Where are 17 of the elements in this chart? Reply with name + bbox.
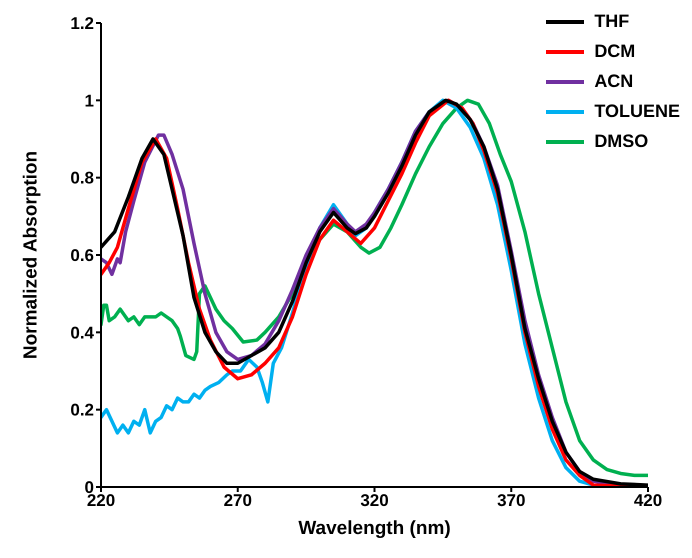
legend-label: THF (594, 11, 630, 32)
y-tick-label: 0.6 (70, 246, 94, 266)
x-axis-title: Wavelength (nm) (298, 518, 451, 539)
x-tick-label: 370 (497, 491, 526, 510)
y-tick-label: 0.4 (70, 323, 95, 342)
y-tick-label: 1.2 (70, 14, 94, 34)
y-tick-label: 1 (84, 91, 94, 110)
y-axis-title: Normalized Absorption (20, 150, 42, 360)
x-tick-label: 270 (224, 491, 252, 510)
legend-label: DMSO (594, 131, 648, 152)
x-tick-label: 320 (360, 491, 389, 510)
x-tick-label: 420 (634, 491, 662, 510)
y-tick-label: 0.2 (70, 400, 94, 420)
legend-label: ACN (594, 71, 634, 92)
legend-label: TOLUENE (594, 101, 680, 122)
legend-label: DCM (594, 41, 636, 62)
y-tick-label: 0.8 (70, 168, 94, 188)
